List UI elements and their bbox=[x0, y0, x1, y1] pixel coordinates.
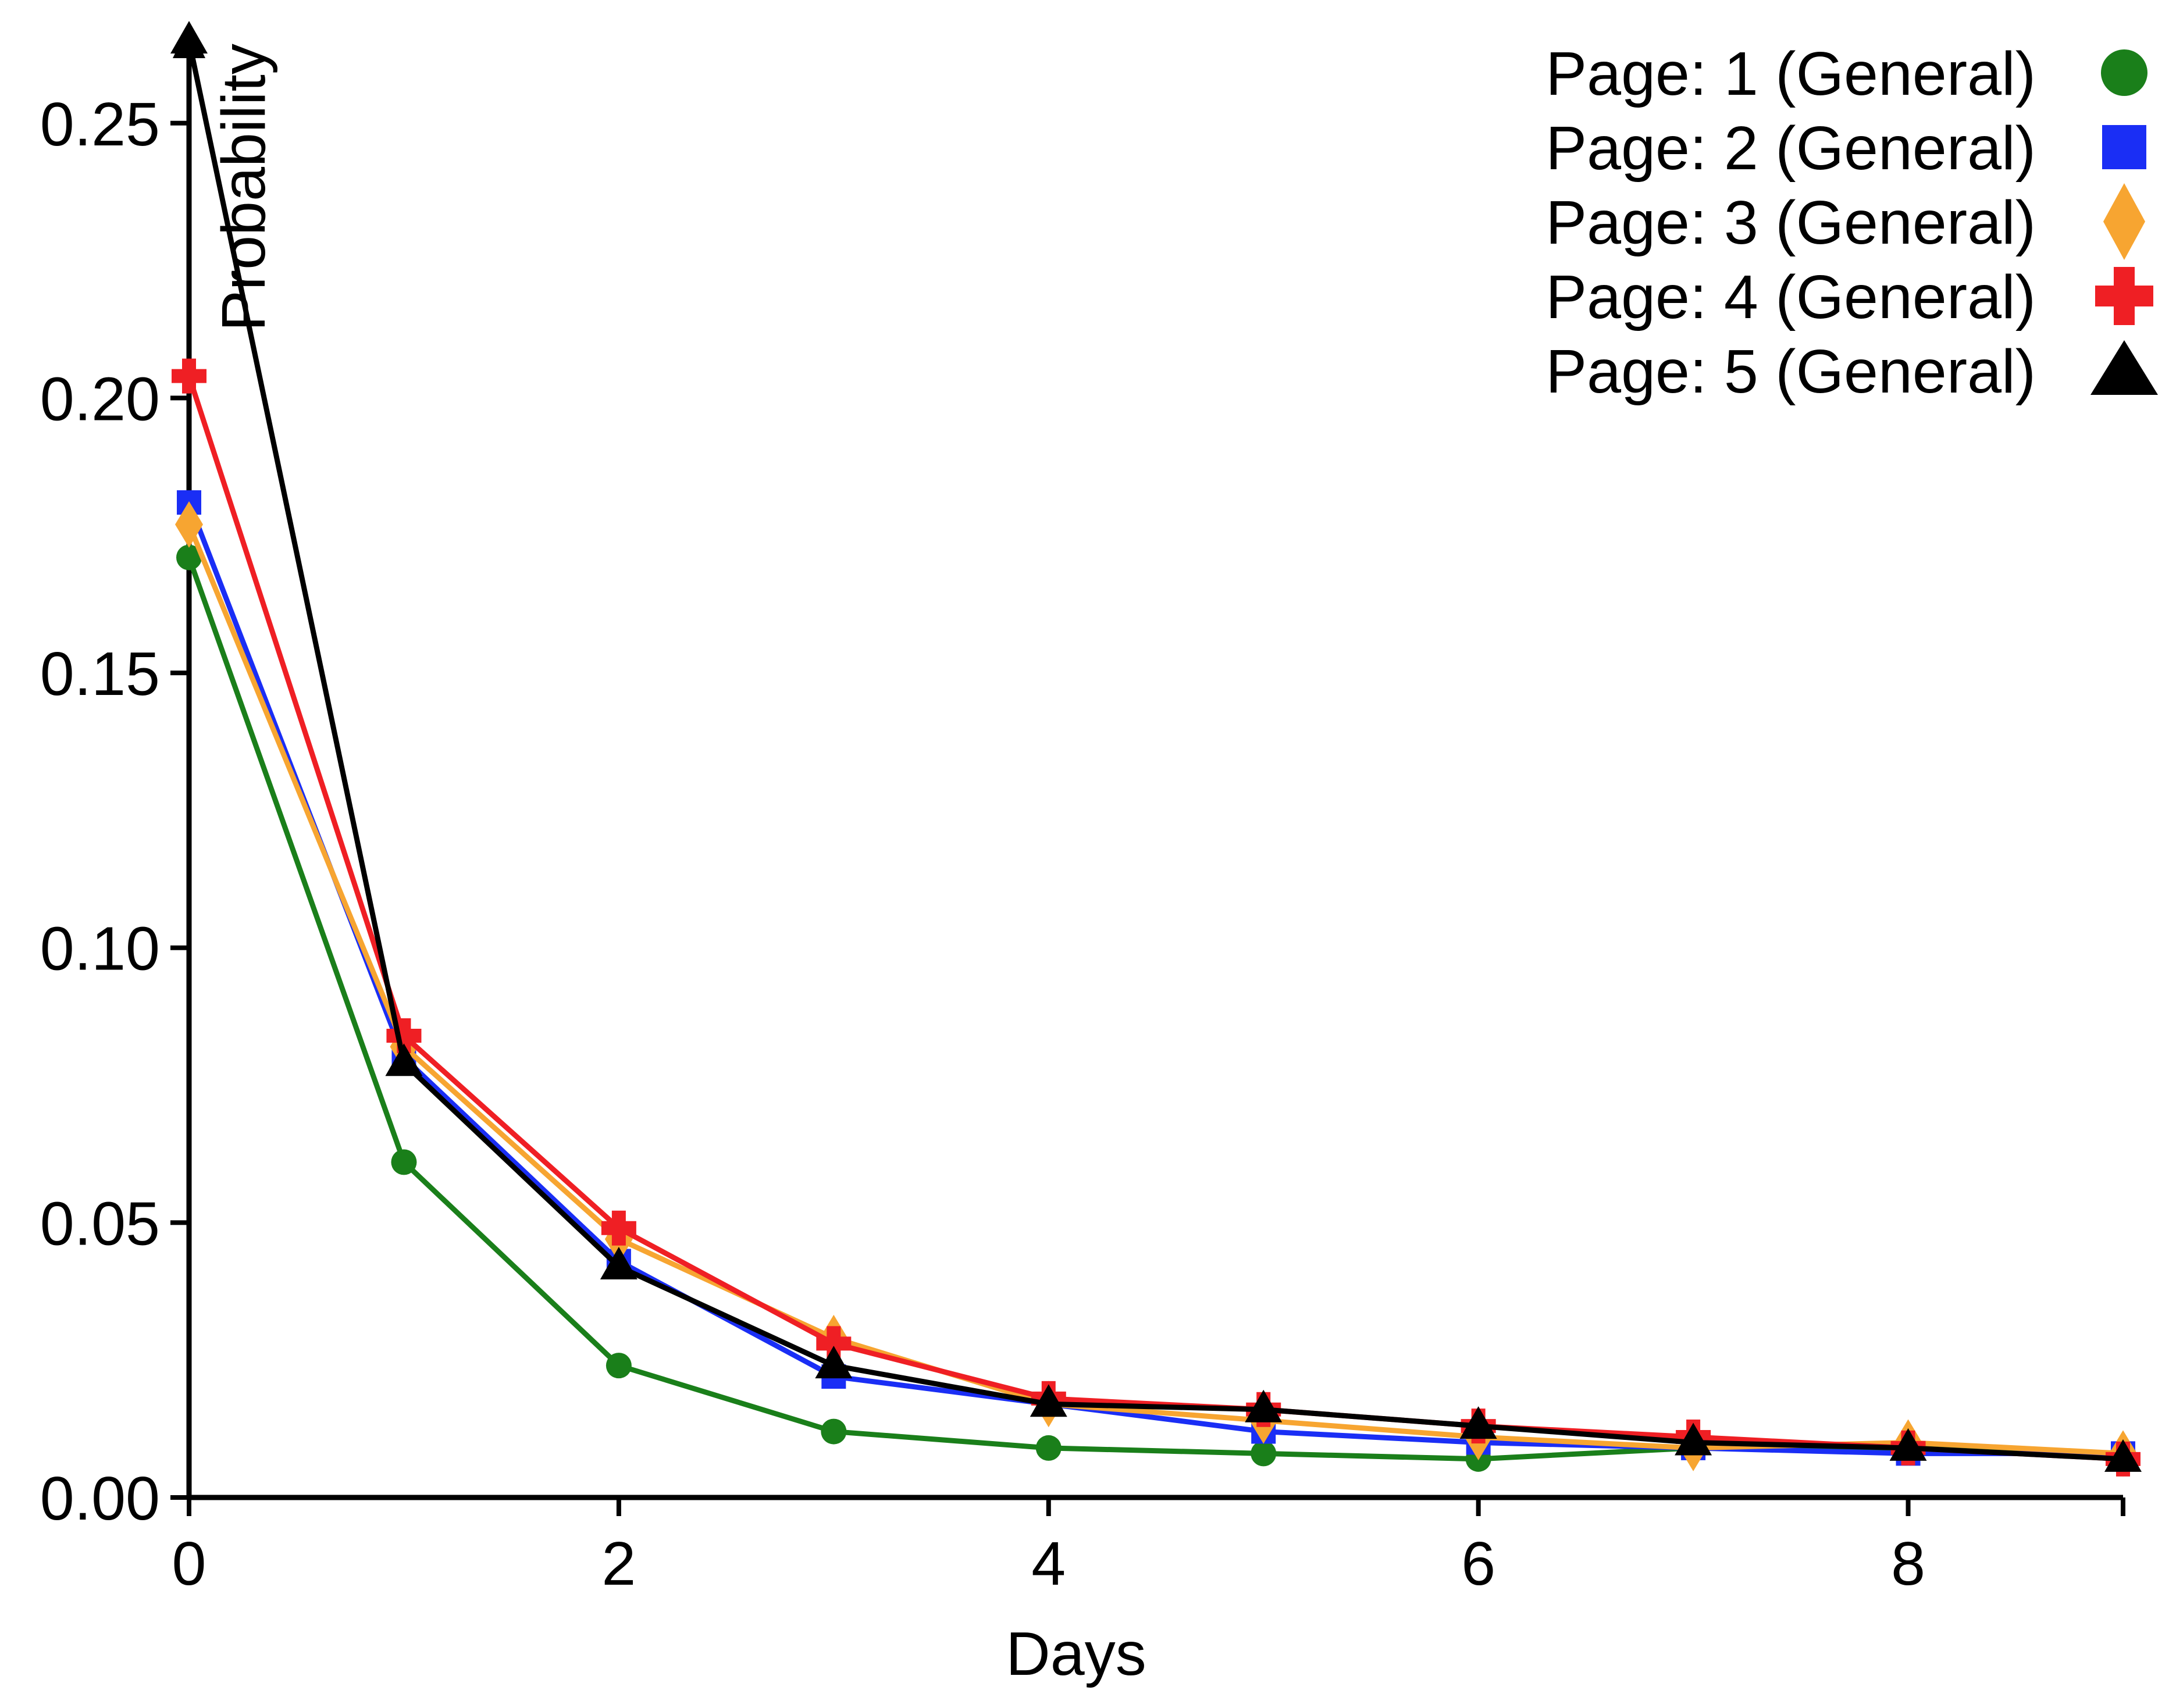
data-point bbox=[1245, 1389, 1283, 1422]
legend-marker bbox=[2090, 340, 2158, 395]
legend-marker bbox=[2101, 49, 2147, 96]
series-1 bbox=[176, 544, 2136, 1472]
data-point bbox=[601, 1210, 636, 1246]
data-point bbox=[175, 501, 203, 548]
x-axis-title: Days bbox=[1006, 1620, 1146, 1688]
data-point bbox=[821, 1418, 847, 1445]
data-point bbox=[1889, 1428, 1927, 1461]
data-point bbox=[2104, 1439, 2142, 1472]
y-tick-label: 0.10 bbox=[40, 915, 160, 983]
legend-marker bbox=[2103, 183, 2145, 260]
x-tick-label: 4 bbox=[1031, 1529, 1066, 1598]
x-tick-label: 0 bbox=[172, 1529, 206, 1598]
legend-item: Page: 2 (General) bbox=[1545, 114, 2146, 183]
y-tick-label: 0.00 bbox=[40, 1464, 160, 1533]
series-line bbox=[186, 557, 2124, 1462]
y-ticks: 0.00 0.05 0.10 0.15 0.20 0.25 bbox=[40, 90, 189, 1533]
series-5 bbox=[170, 21, 2142, 1472]
y-tick-label: 0.15 bbox=[40, 640, 160, 708]
legend-item: Page: 5 (General) bbox=[1545, 337, 2158, 406]
legend-label: Page: 3 (General) bbox=[1545, 188, 2036, 257]
legend-label: Page: 5 (General) bbox=[1545, 337, 2036, 406]
series-layer bbox=[170, 21, 2142, 1477]
data-point bbox=[176, 544, 202, 570]
legend-marker bbox=[2095, 267, 2153, 325]
y-tick-label: 0.20 bbox=[40, 365, 160, 433]
series-4 bbox=[172, 358, 2140, 1477]
y-tick-label: 0.05 bbox=[40, 1189, 160, 1258]
data-point bbox=[1251, 1440, 1277, 1467]
data-point bbox=[170, 21, 208, 54]
data-point bbox=[600, 1246, 637, 1279]
data-point bbox=[386, 1018, 422, 1053]
x-tick-label: 8 bbox=[1891, 1529, 1925, 1598]
legend-label: Page: 4 (General) bbox=[1545, 263, 2036, 331]
legend-label: Page: 2 (General) bbox=[1545, 114, 2036, 183]
x-tick-label: 6 bbox=[1461, 1529, 1495, 1598]
y-tick-label: 0.25 bbox=[40, 90, 160, 159]
data-point bbox=[385, 1043, 423, 1076]
legend-label: Page: 1 (General) bbox=[1545, 40, 2036, 108]
series-3 bbox=[175, 501, 2137, 1477]
data-point bbox=[1035, 1435, 1062, 1461]
series-line bbox=[186, 501, 2123, 1456]
legend: Page: 1 (General)Page: 2 (General)Page: … bbox=[1545, 40, 2158, 406]
legend-item: Page: 3 (General) bbox=[1545, 183, 2145, 260]
x-ticks: 0 2 4 6 8 bbox=[172, 1497, 2125, 1598]
data-point bbox=[606, 1353, 632, 1379]
series-line bbox=[186, 40, 2124, 1462]
data-point bbox=[1030, 1384, 1067, 1417]
data-point bbox=[1459, 1406, 1497, 1439]
series-line bbox=[186, 523, 2124, 1456]
data-point bbox=[1675, 1422, 1712, 1456]
legend-item: Page: 1 (General) bbox=[1545, 40, 2147, 108]
data-point bbox=[172, 358, 206, 394]
data-point bbox=[815, 1346, 853, 1379]
x-tick-label: 2 bbox=[601, 1529, 636, 1598]
series-2 bbox=[177, 490, 2135, 1466]
legend-marker bbox=[2102, 125, 2146, 169]
series-line bbox=[186, 375, 2124, 1462]
data-point bbox=[391, 1149, 417, 1175]
data-point bbox=[816, 1326, 852, 1361]
legend-item: Page: 4 (General) bbox=[1545, 263, 2153, 331]
